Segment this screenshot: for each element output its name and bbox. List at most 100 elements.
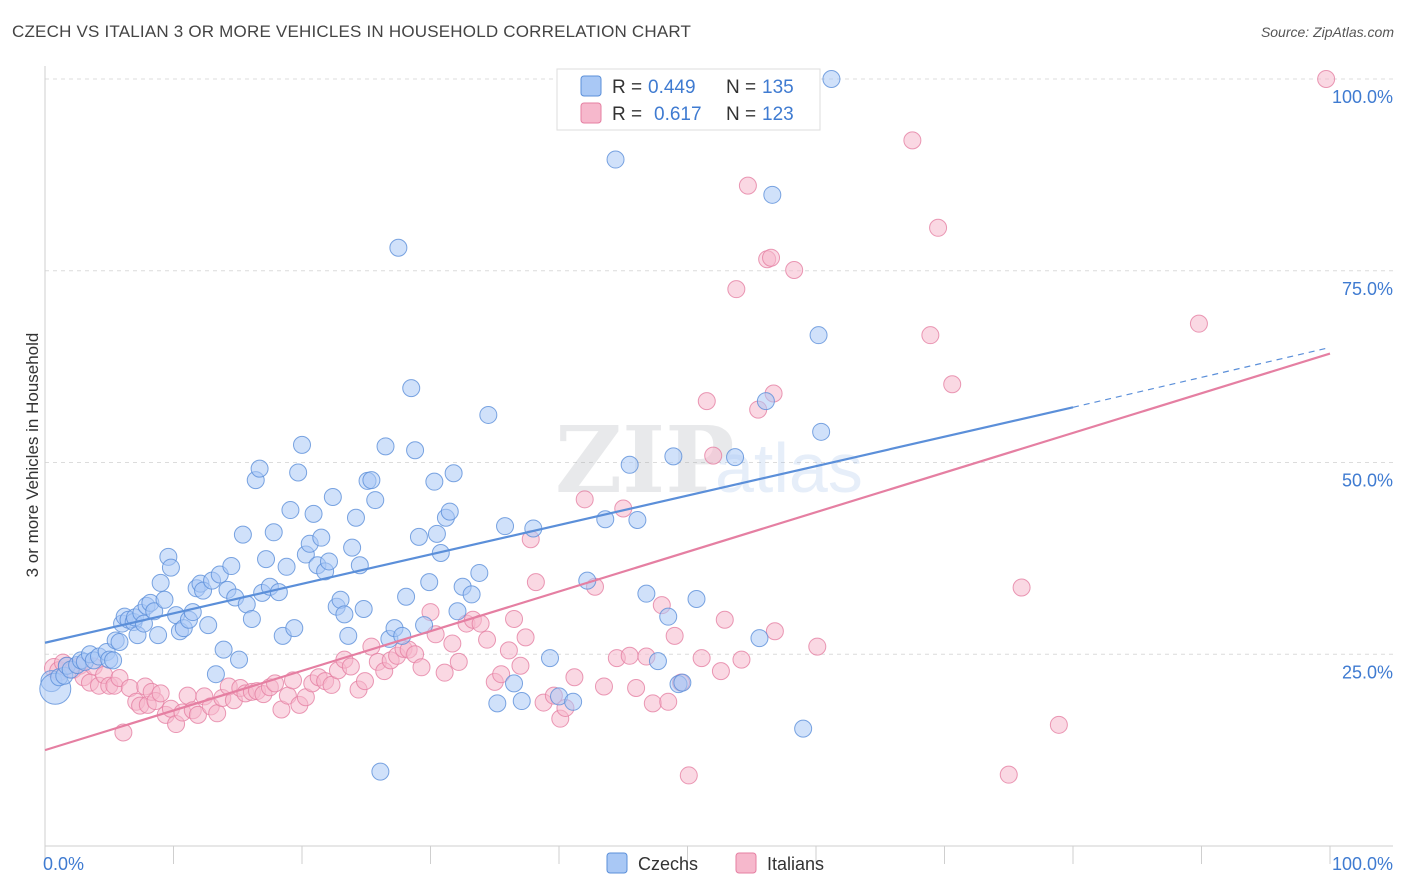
italians-point [449,652,468,671]
legend-r-label-italians: R = [612,104,642,125]
bottom-legend-swatch-italians [735,852,757,874]
czechs-point [151,573,170,592]
italians-point [208,704,227,723]
czechs-point [206,665,225,684]
y-tick-label-100: 100.0% [1332,87,1393,107]
czechs-point [269,583,288,602]
y-tick-label-75: 75.0% [1342,279,1393,299]
italians-point [697,392,716,411]
czechs-point [637,584,656,603]
italians-point [565,668,584,687]
czechs-point [496,517,515,536]
czechs-point [233,525,252,544]
italians-point [921,326,940,345]
italians-point [943,375,962,394]
czechs-point [564,692,583,711]
italians-point [505,609,524,628]
legend-swatch-italians [580,102,602,124]
czechs-point [659,607,678,626]
italians-point [715,610,734,629]
czechs-point [448,602,467,621]
y-axis-title: 3 or more Vehicles in Household [23,333,42,578]
czechs-point [277,557,296,576]
italians-point [1189,314,1208,333]
czechs-trend-line [44,406,1074,644]
legend-r-label-czechs: R = [612,77,642,98]
italians-point [762,248,781,267]
czechs-point [230,650,249,669]
italians-point [1012,578,1031,597]
italians-point [284,671,303,690]
czechs-point [512,692,531,711]
czechs-point [323,488,342,507]
bottom-legend: Czechs Italians [606,852,824,874]
czechs-point [409,527,428,546]
czechs-point [339,626,358,645]
bottom-legend-italians: Italians [767,854,824,874]
czechs-point [155,590,174,609]
czechs-point [335,605,354,624]
czechs-point [397,587,416,606]
czechs-point [606,150,625,169]
czechs-point [312,528,331,547]
italians-point [435,663,454,682]
y-tick-labels: 25.0% 50.0% 75.0% 100.0% [1332,87,1393,682]
italians-point [1317,70,1336,88]
czechs-point [366,491,385,510]
czechs-point [763,185,782,204]
italians-point [478,630,497,649]
czechs-point [264,523,283,542]
italians-point [711,662,730,681]
czechs-point [289,463,308,482]
legend-n-label-czechs: N = [726,77,756,98]
italians-point [516,628,535,647]
czechs-point [110,632,129,651]
czechs-point [242,609,261,628]
czechs-point [149,626,168,645]
legend-swatch-czechs [580,75,602,97]
czechs-point [488,694,507,713]
czechs-point [726,448,745,467]
czechs-point [214,640,233,659]
czechs-point [756,392,775,411]
x-tick-label-max: 100.0% [1332,854,1393,874]
watermark: ZIP atlas [555,406,863,514]
italians-point [704,446,723,465]
czechs-point [199,616,218,635]
italians-point [808,637,827,656]
italians-point [443,634,462,653]
czechs-point [470,563,489,582]
italians-point [594,677,613,696]
italians-point [659,692,678,711]
italians-point [526,573,545,592]
italians-point [679,766,698,785]
italians-point [266,674,285,693]
italians-point [929,218,948,237]
czechs-point [293,435,311,454]
source-label: Source: ZipAtlas.com [1260,24,1394,40]
italians-point [627,678,646,697]
czechs-point [505,674,524,693]
czechs-point [402,379,421,398]
legend-r-value-czechs: 0.449 [648,77,696,98]
czechs-point [420,573,439,592]
czechs-point [628,511,647,530]
italians-point [999,765,1018,784]
legend-n-value-czechs: 135 [762,77,794,98]
czechs-point [809,326,828,345]
czechs-point [354,599,373,618]
czechs-point [822,70,841,88]
czechs-point [319,552,338,571]
italians-point [412,658,431,677]
czechs-point [285,619,304,638]
czechs-point [648,652,667,671]
legend-n-label-italians: N = [726,104,756,125]
italians-point [643,694,662,713]
italians-point [355,672,374,691]
czechs-point [389,238,408,257]
czechs-point [257,550,276,569]
czechs-point [406,441,425,460]
czechs-point [664,447,683,466]
czechs-point [376,437,395,456]
